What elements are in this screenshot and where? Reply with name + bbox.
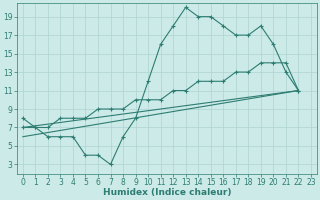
X-axis label: Humidex (Indice chaleur): Humidex (Indice chaleur) <box>103 188 231 197</box>
